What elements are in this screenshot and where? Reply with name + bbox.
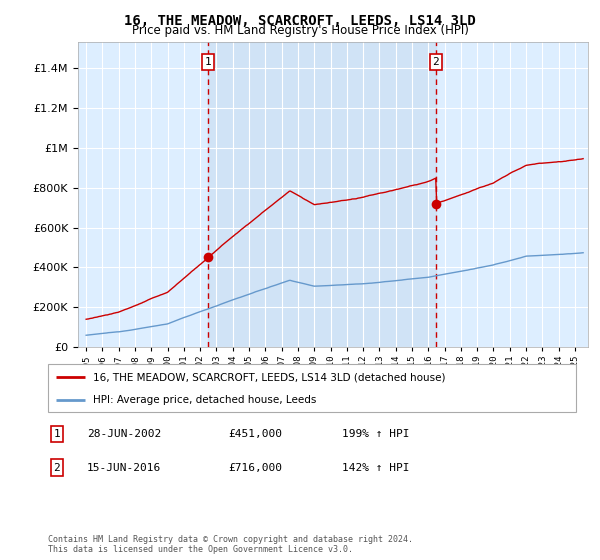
Text: 2: 2 bbox=[53, 463, 61, 473]
Text: 199% ↑ HPI: 199% ↑ HPI bbox=[342, 429, 409, 439]
Text: Price paid vs. HM Land Registry's House Price Index (HPI): Price paid vs. HM Land Registry's House … bbox=[131, 24, 469, 37]
Text: 28-JUN-2002: 28-JUN-2002 bbox=[87, 429, 161, 439]
Text: HPI: Average price, detached house, Leeds: HPI: Average price, detached house, Leed… bbox=[93, 395, 316, 405]
Text: 2: 2 bbox=[433, 57, 439, 67]
Text: 1: 1 bbox=[205, 57, 212, 67]
Text: £451,000: £451,000 bbox=[228, 429, 282, 439]
Text: Contains HM Land Registry data © Crown copyright and database right 2024.
This d: Contains HM Land Registry data © Crown c… bbox=[48, 535, 413, 554]
Text: 16, THE MEADOW, SCARCROFT, LEEDS, LS14 3LD (detached house): 16, THE MEADOW, SCARCROFT, LEEDS, LS14 3… bbox=[93, 372, 445, 382]
Text: 1: 1 bbox=[53, 429, 61, 439]
Text: 15-JUN-2016: 15-JUN-2016 bbox=[87, 463, 161, 473]
Bar bbox=[208, 42, 436, 347]
FancyBboxPatch shape bbox=[48, 364, 576, 412]
Text: 142% ↑ HPI: 142% ↑ HPI bbox=[342, 463, 409, 473]
Text: £716,000: £716,000 bbox=[228, 463, 282, 473]
Text: 16, THE MEADOW, SCARCROFT, LEEDS, LS14 3LD: 16, THE MEADOW, SCARCROFT, LEEDS, LS14 3… bbox=[124, 14, 476, 28]
